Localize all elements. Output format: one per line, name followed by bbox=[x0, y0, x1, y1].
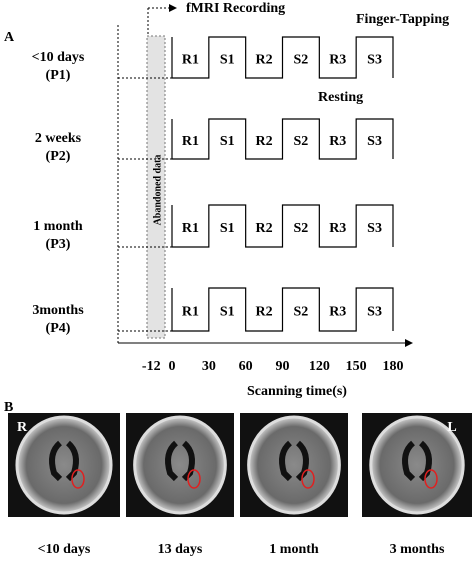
row-time: 1 month bbox=[33, 219, 83, 234]
image-caption: 3 months bbox=[390, 542, 445, 557]
block-label: S3 bbox=[367, 221, 382, 236]
row-period: (P3) bbox=[46, 237, 71, 252]
side-marker: R bbox=[17, 420, 28, 435]
rest-label: Resting bbox=[318, 90, 363, 105]
lesion-marker bbox=[301, 469, 315, 489]
abandoned-region bbox=[146, 35, 166, 339]
block-label: R2 bbox=[256, 221, 273, 236]
block-label: R1 bbox=[182, 134, 199, 149]
brain bbox=[369, 415, 465, 515]
block-label: S2 bbox=[294, 221, 309, 236]
block-label: R1 bbox=[182, 221, 199, 236]
panel-label: B bbox=[4, 400, 13, 415]
panel-label: A bbox=[4, 30, 15, 45]
lesion-marker bbox=[424, 469, 438, 489]
block-label: S1 bbox=[220, 221, 235, 236]
block-label: S1 bbox=[220, 305, 235, 320]
image-caption: 13 days bbox=[158, 542, 203, 557]
block-label: R2 bbox=[256, 305, 273, 320]
block-wave bbox=[171, 204, 394, 248]
tick-label: 180 bbox=[383, 359, 404, 374]
brain bbox=[247, 415, 341, 515]
brain bbox=[133, 415, 227, 515]
tick-label: 0 bbox=[169, 359, 176, 374]
row-time: 3months bbox=[32, 303, 84, 318]
block-label: S2 bbox=[294, 305, 309, 320]
block-label: S3 bbox=[367, 134, 382, 149]
block-label: R1 bbox=[182, 305, 199, 320]
brain bbox=[15, 415, 113, 515]
abandoned-label: Abandoned data bbox=[152, 155, 163, 226]
image-caption: <10 days bbox=[38, 542, 91, 557]
recording-label: fMRI Recording bbox=[186, 1, 285, 16]
row-period: (P2) bbox=[46, 149, 71, 164]
block-label: R3 bbox=[329, 221, 346, 236]
tick-label: 90 bbox=[276, 359, 290, 374]
lesion-marker bbox=[187, 469, 201, 489]
block-label: R3 bbox=[329, 305, 346, 320]
block-label: S2 bbox=[294, 53, 309, 68]
tick-label: 30 bbox=[202, 359, 216, 374]
block-wave bbox=[171, 36, 394, 79]
tick-label: 120 bbox=[309, 359, 330, 374]
tick-label: -12 bbox=[142, 359, 161, 374]
axis-label: Scanning time(s) bbox=[247, 384, 347, 399]
block-label: R1 bbox=[182, 53, 199, 68]
block-label: S2 bbox=[294, 134, 309, 149]
task-label: Finger-Tapping bbox=[356, 12, 449, 27]
row-time: <10 days bbox=[32, 50, 85, 65]
block-label: R2 bbox=[256, 53, 273, 68]
lesion-marker bbox=[71, 469, 85, 489]
block-label: S1 bbox=[220, 134, 235, 149]
side-marker: L bbox=[447, 420, 456, 435]
block-label: R2 bbox=[256, 134, 273, 149]
block-label: S3 bbox=[367, 53, 382, 68]
block-wave bbox=[171, 118, 394, 160]
block-label: R3 bbox=[329, 134, 346, 149]
row-period: (P4) bbox=[46, 321, 71, 336]
block-label: R3 bbox=[329, 53, 346, 68]
tick-label: 60 bbox=[239, 359, 253, 374]
block-wave bbox=[171, 287, 394, 332]
image-caption: 1 month bbox=[269, 542, 319, 557]
row-time: 2 weeks bbox=[35, 131, 82, 146]
block-label: S3 bbox=[367, 305, 382, 320]
tick-label: 150 bbox=[346, 359, 367, 374]
row-period: (P1) bbox=[46, 68, 71, 83]
block-label: S1 bbox=[220, 53, 235, 68]
